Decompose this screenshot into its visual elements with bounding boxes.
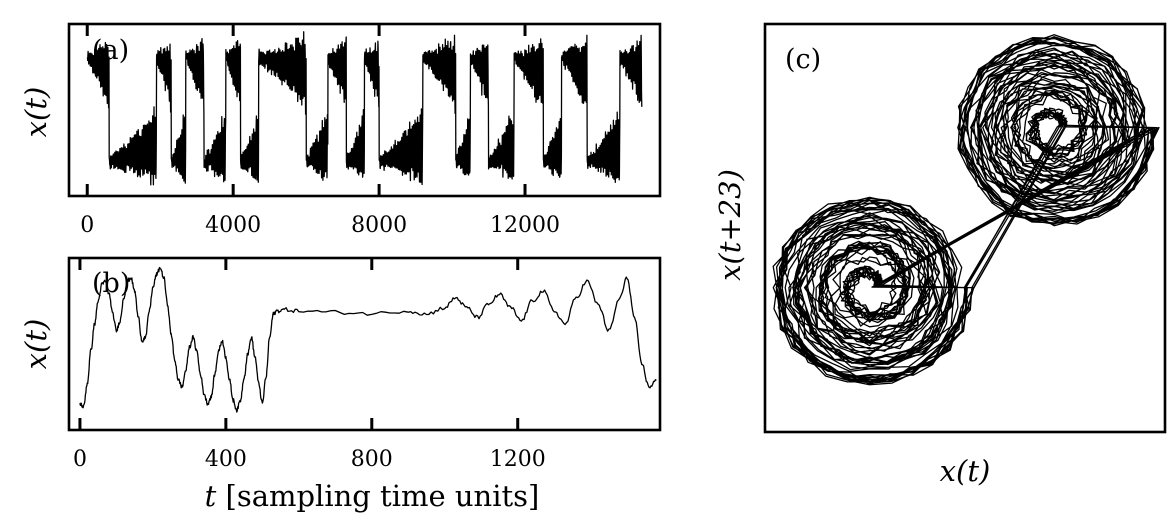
panel-a-label: (a)	[92, 35, 129, 66]
panel-a-x-tick-label: 0	[80, 213, 94, 238]
panel-b-xlabel: t [sampling time units]	[205, 479, 540, 513]
panel-a-x-tick-label: 4000	[205, 213, 261, 238]
panel-b-x-tick-label: 400	[205, 447, 247, 472]
panel-a: 0 4000 8000 12000 (a) x(t)	[19, 22, 662, 238]
panel-a-trace	[86, 31, 643, 186]
panel-a-x-ticks: 0 4000 8000 12000	[80, 24, 560, 238]
panel-a-x-tick-label: 12000	[490, 213, 560, 238]
panel-a-x-tick-label: 8000	[351, 213, 407, 238]
panel-b-x-tick-label: 800	[351, 447, 393, 472]
panel-c-label: (c)	[785, 44, 821, 75]
panel-c-ylabel: x(t+23)	[713, 169, 747, 281]
panel-b-x-ticks: 0 400 800 1200	[73, 258, 546, 472]
panel-c-xlabel: x(t)	[940, 454, 991, 488]
panel-b-ylabel: x(t)	[19, 319, 53, 370]
panel-b-x-tick-label: 1200	[490, 447, 546, 472]
panel-b-trace	[79, 266, 657, 413]
panel-a-ylabel: x(t)	[19, 87, 53, 138]
panel-b-x-tick-label: 0	[73, 447, 87, 472]
panel-b-series-line	[79, 266, 657, 413]
panel-a-series-line	[86, 31, 643, 186]
panel-c: (c) x(t+23) x(t)	[713, 22, 1167, 488]
panel-b-frame	[67, 256, 662, 432]
panel-c-trace	[772, 34, 1160, 386]
panel-c-frame	[763, 22, 1167, 434]
panel-b-label: (b)	[92, 268, 130, 299]
panel-a-frame	[67, 22, 662, 198]
panel-b: 0 400 800 1200 (b) x(t) t [sampling time un…	[19, 256, 662, 513]
panel-c-series-line	[772, 34, 1160, 386]
